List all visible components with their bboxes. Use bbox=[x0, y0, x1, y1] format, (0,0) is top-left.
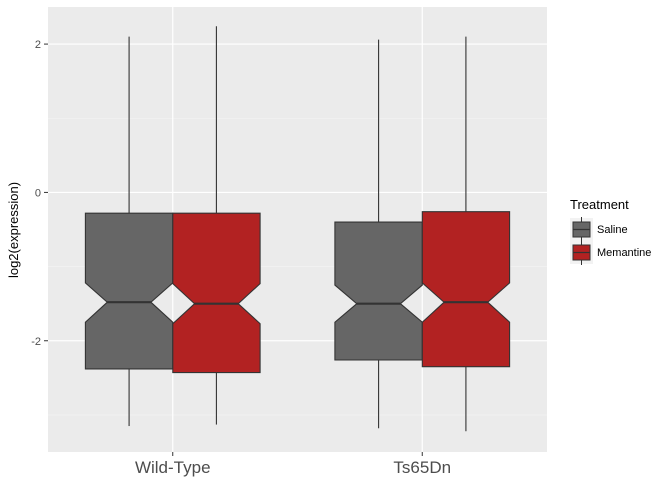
box-memantine-ts65dn bbox=[421, 211, 511, 368]
y-axis: 2 0 -2 bbox=[31, 39, 48, 348]
y-tick-label: -2 bbox=[31, 336, 41, 348]
whiskers bbox=[128, 26, 467, 432]
legend-item: Saline bbox=[570, 217, 628, 242]
legend-label: Memantine bbox=[597, 247, 651, 259]
legend: Treatment Saline Memantine bbox=[570, 197, 651, 265]
x-axis: Wild-Type Ts65Dn bbox=[135, 452, 451, 477]
box-saline-wild-type bbox=[84, 212, 174, 370]
box-memantine-wild-type bbox=[172, 212, 261, 374]
legend-item: Memantine bbox=[570, 240, 651, 265]
y-tick-label: 0 bbox=[35, 187, 41, 199]
legend-title: Treatment bbox=[570, 197, 629, 212]
boxes bbox=[84, 211, 511, 374]
legend-label: Saline bbox=[597, 224, 628, 236]
y-tick-label: 2 bbox=[35, 39, 41, 51]
box-saline-ts65dn bbox=[334, 221, 423, 361]
x-tick-label: Wild-Type bbox=[135, 458, 211, 477]
y-axis-label: log2(expression) bbox=[6, 182, 21, 278]
x-tick-label: Ts65Dn bbox=[393, 458, 451, 477]
